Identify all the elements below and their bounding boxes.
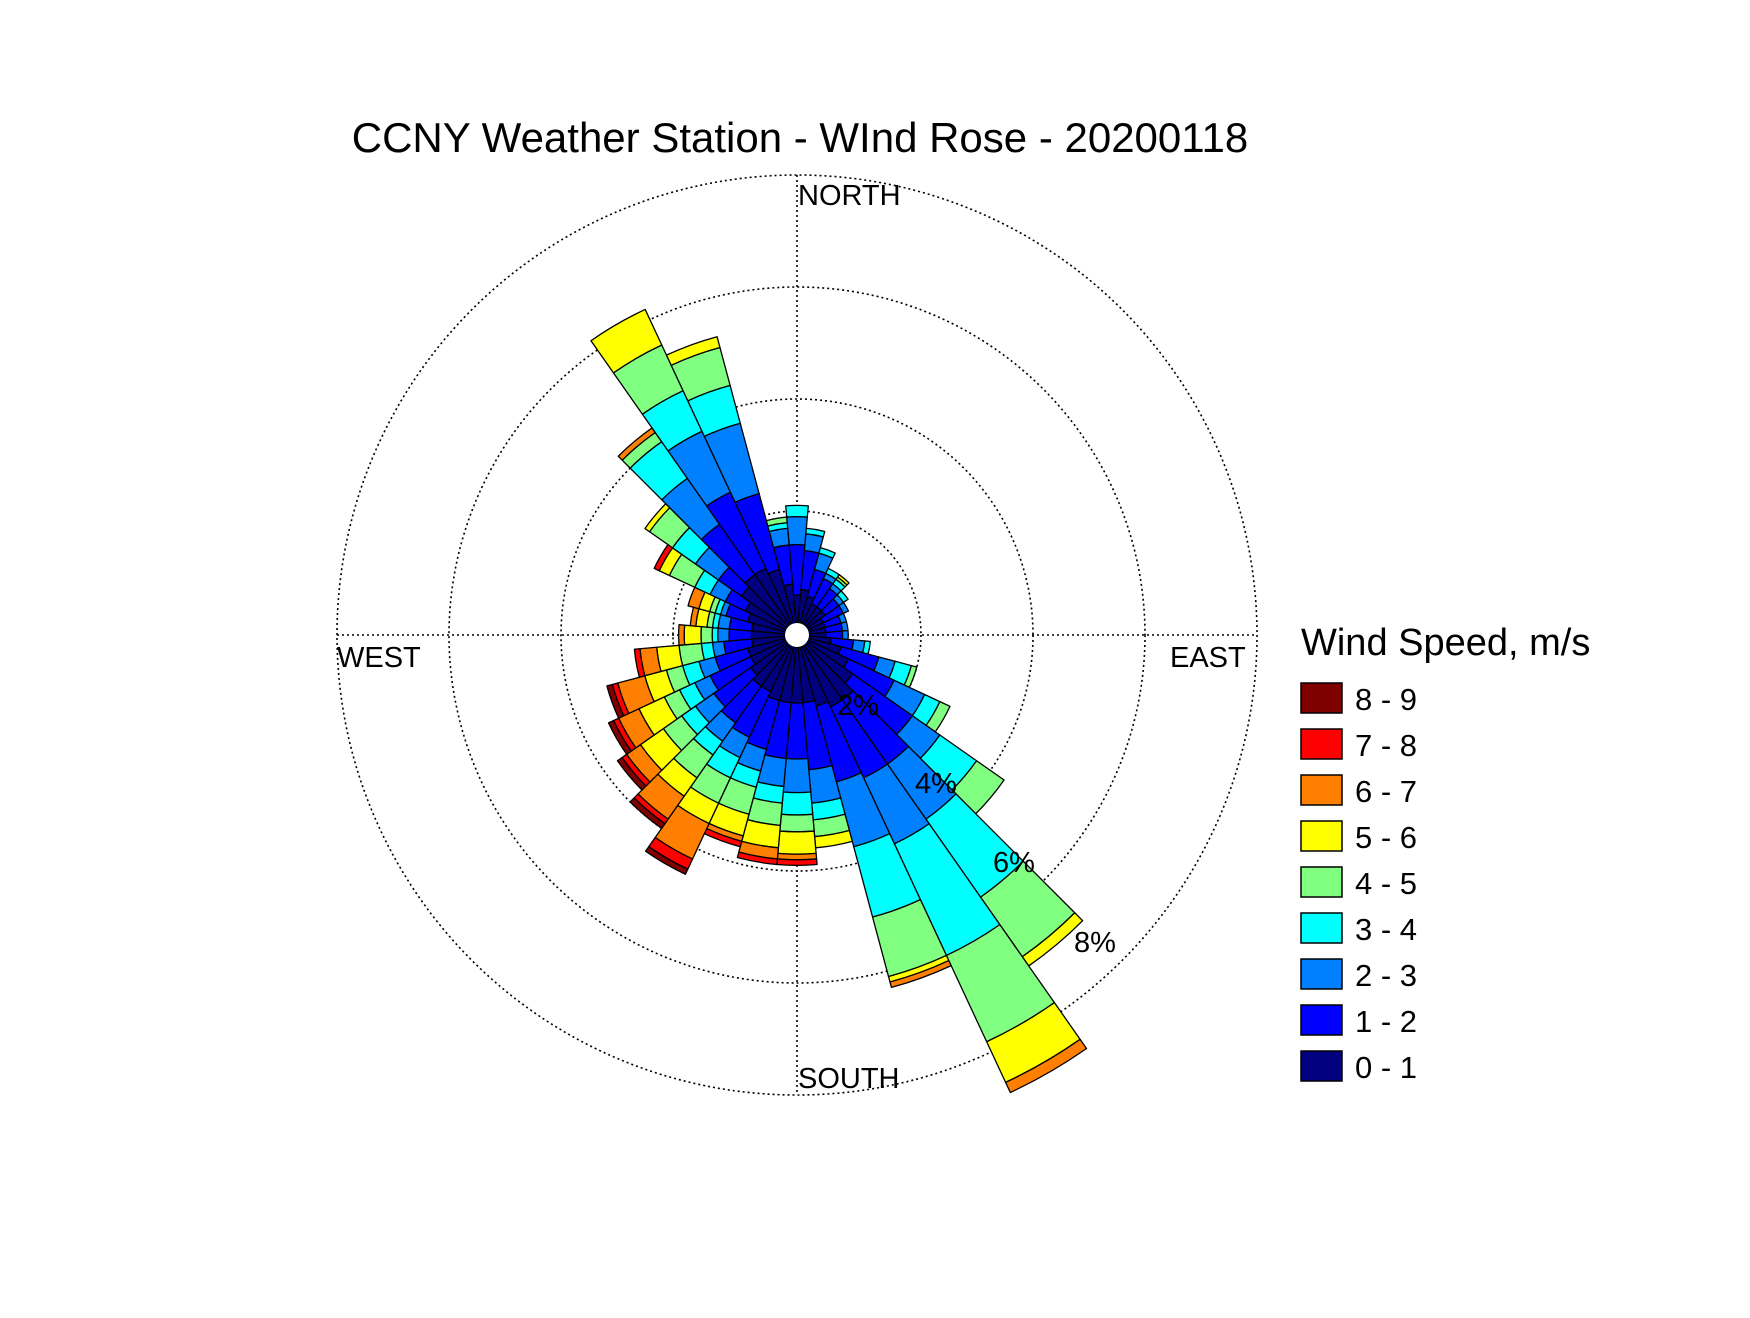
legend-label-4: 4 - 5 <box>1355 866 1417 901</box>
wind-rose-petals <box>590 308 1088 1094</box>
south-label: SOUTH <box>798 1063 900 1095</box>
petal-270-bin-4 <box>700 625 714 645</box>
legend-label-6: 2 - 3 <box>1355 958 1417 993</box>
petal-270-bin-6 <box>677 624 686 646</box>
petal-180-bin-5 <box>777 830 817 855</box>
petal-50-bin-3 <box>836 590 849 604</box>
petal-180-bin-2 <box>782 757 812 794</box>
grid-ring-2 <box>672 510 922 760</box>
legend-swatch-3 <box>1300 820 1343 852</box>
legend-label-0: 8 - 9 <box>1355 682 1417 717</box>
legend-swatch-4 <box>1300 866 1343 898</box>
petal-40-bin-5 <box>836 574 850 586</box>
petal-180-bin-7 <box>776 858 818 867</box>
petal-80-bin-2 <box>840 621 849 632</box>
legend-label-7: 1 - 2 <box>1355 1004 1417 1039</box>
legend-items: 8 - 9 7 - 8 6 - 7 5 - 6 4 - 5 3 - 4 2 - 3 1 - 2… <box>1300 682 1417 1085</box>
petal-90-bin-2 <box>841 629 849 641</box>
legend-label-3: 5 - 6 <box>1355 820 1417 855</box>
petal-210-bin-8 <box>644 846 689 875</box>
grid-ring-8 <box>336 174 1258 1096</box>
petal-190-bin-7 <box>736 851 779 866</box>
legend: Wind Speed, m/s 8 - 9 7 - 8 6 - 7 5 - 6 4 - … <box>1300 622 1590 1085</box>
petal-160-bin-6 <box>889 959 952 989</box>
petal-350-bin-4 <box>765 516 788 527</box>
polar-labels: NORTH EAST SOUTH WEST 2% 4% 6% 8% <box>337 180 1246 1095</box>
petal-0-bin-3 <box>785 504 809 518</box>
legend-swatch-0 <box>1300 682 1343 714</box>
petal-270-bin-5 <box>683 624 703 646</box>
legend-swatch-1 <box>1300 728 1343 760</box>
petal-330-bin-5 <box>590 308 663 374</box>
legend-swatch-7 <box>1300 1004 1343 1036</box>
legend-swatch-5 <box>1300 912 1343 944</box>
legend-title: Wind Speed, m/s <box>1301 622 1590 664</box>
legend-swatch-6 <box>1300 958 1343 990</box>
chart-title: CCNY Weather Station - WInd Rose - 20200… <box>352 114 1248 161</box>
petal-240-bin-8 <box>607 719 632 755</box>
petal-180-bin-4 <box>779 813 815 833</box>
east-label: EAST <box>1170 642 1246 674</box>
petal-260-bin-7 <box>633 648 646 678</box>
petal-150-bin-6 <box>1004 1038 1088 1094</box>
ring-label-2: 2% <box>837 690 879 722</box>
legend-label-2: 6 - 7 <box>1355 774 1417 809</box>
petal-0-bin-2 <box>786 515 808 546</box>
petal-220-bin-8 <box>629 797 666 829</box>
ring-label-8: 8% <box>1074 927 1116 959</box>
petal-270-bin-3 <box>711 626 719 644</box>
petal-10-bin-3 <box>805 527 826 538</box>
west-label: WEST <box>337 642 421 674</box>
legend-label-5: 3 - 4 <box>1355 912 1417 947</box>
petal-340-bin-5 <box>665 336 721 366</box>
legend-label-1: 7 - 8 <box>1355 728 1417 763</box>
legend-label-8: 0 - 1 <box>1355 1050 1417 1085</box>
legend-swatch-8 <box>1300 1050 1343 1082</box>
north-label: NORTH <box>798 180 901 212</box>
legend-swatch-2 <box>1300 774 1343 806</box>
grid-ring-6 <box>448 286 1146 984</box>
petal-20-bin-3 <box>818 547 836 559</box>
petal-230-bin-8 <box>616 756 647 791</box>
ring-label-6: 6% <box>993 847 1035 879</box>
petal-180-bin-3 <box>780 791 814 816</box>
petal-250-bin-8 <box>606 683 625 719</box>
ring-label-4: 4% <box>915 768 957 800</box>
center-hole <box>785 623 809 647</box>
petal-270-bin-2 <box>717 627 730 643</box>
petal-60-bin-2 <box>838 601 850 615</box>
